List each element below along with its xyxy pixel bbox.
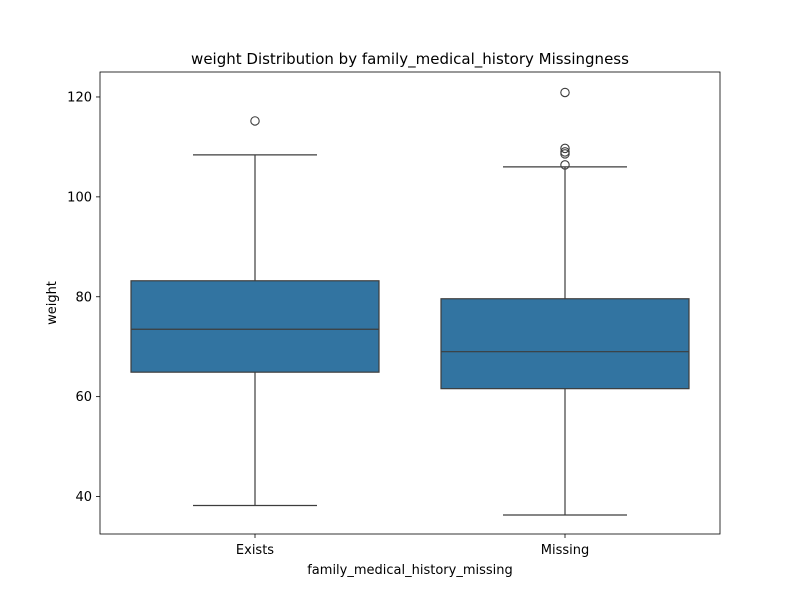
box-missing — [440, 87, 690, 516]
outlier-point — [560, 149, 570, 159]
y-tick-label: 60 — [75, 390, 92, 405]
y-axis-label: weight — [45, 281, 60, 325]
outlier-point — [560, 87, 570, 98]
y-tick-label: 80 — [75, 290, 92, 305]
iqr-box — [130, 280, 380, 373]
x-axis: Exists Missing — [236, 534, 589, 558]
chart-marks — [130, 87, 690, 516]
plot-area-frame — [99, 71, 721, 535]
y-tick-label: 40 — [75, 490, 92, 505]
y-tick-label: 100 — [67, 190, 92, 205]
y-tick-label: 120 — [67, 90, 92, 105]
outlier-point — [560, 160, 570, 170]
chart-title: weight Distribution by family_medical_hi… — [191, 50, 629, 69]
iqr-box — [440, 298, 690, 390]
box-exists — [130, 116, 380, 507]
x-axis-label: family_medical_history_missing — [307, 563, 513, 578]
outlier-point — [560, 143, 570, 154]
x-tick-label: Missing — [541, 543, 589, 558]
outlier-point — [250, 116, 260, 126]
x-tick-label: Exists — [236, 543, 274, 558]
y-axis: 40 60 80 100 120 — [67, 90, 100, 505]
